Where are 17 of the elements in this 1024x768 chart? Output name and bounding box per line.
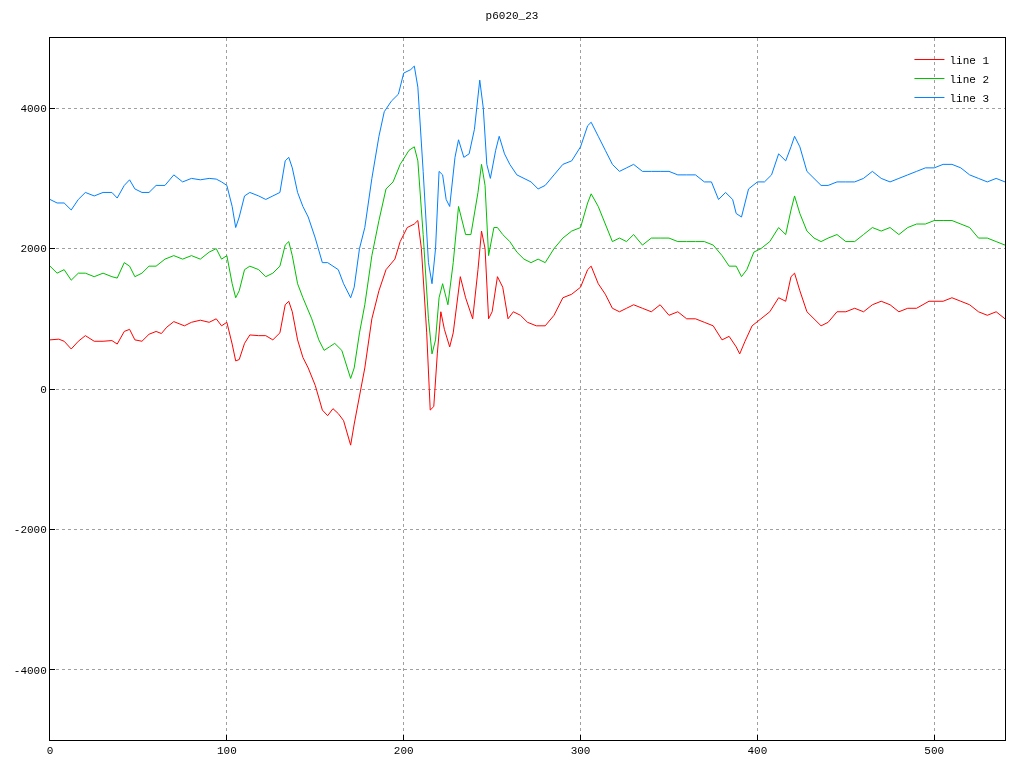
y-tick-label: 4000 xyxy=(20,103,47,116)
y-tick-label: 0 xyxy=(40,383,47,396)
line-series xyxy=(50,146,1005,379)
line-series xyxy=(50,220,1005,446)
x-tick-label: 400 xyxy=(747,745,768,758)
legend-label: line 2 xyxy=(949,73,990,86)
x-tick-label: 300 xyxy=(570,745,591,758)
x-tick-label: 500 xyxy=(924,745,945,758)
legend-label: line 1 xyxy=(949,54,990,67)
y-tick-label: 2000 xyxy=(20,243,47,256)
line-series xyxy=(50,65,1005,299)
x-tick-label: 100 xyxy=(216,745,237,758)
y-tick-label: -4000 xyxy=(13,664,47,677)
chart-title: p6020_23 xyxy=(485,10,539,23)
y-tick-label: -2000 xyxy=(13,524,47,537)
legend-label: line 3 xyxy=(949,92,990,105)
x-tick-label: 200 xyxy=(393,745,414,758)
